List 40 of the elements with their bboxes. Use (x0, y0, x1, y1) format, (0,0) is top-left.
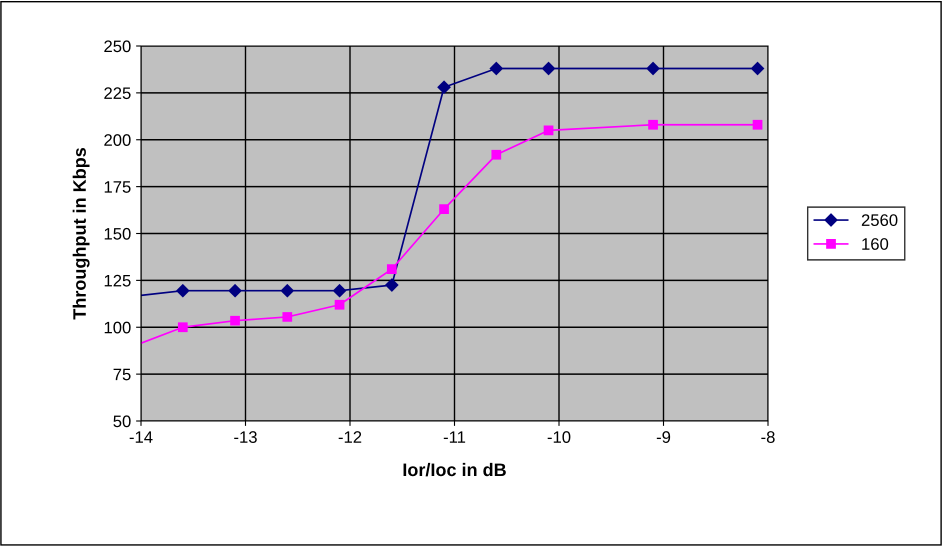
y-tick-label: 225 (104, 87, 131, 100)
point (386, 264, 397, 274)
point (750, 62, 764, 76)
y-tick-label: 250 (104, 40, 131, 52)
point (491, 150, 502, 160)
point (544, 126, 554, 136)
point (439, 204, 449, 214)
x-tick-label: -8 (761, 431, 775, 443)
point (230, 316, 240, 326)
x-tick-label: -10 (548, 431, 570, 443)
y-tick-label: 125 (104, 274, 131, 287)
y-axis-title: Throughput in Kbps (72, 148, 90, 320)
point (437, 80, 451, 94)
point (752, 120, 762, 130)
y-tick-label: 75 (114, 368, 131, 380)
x-tick-label: -13 (234, 431, 257, 443)
point (334, 300, 344, 310)
legend-label: 2560 (862, 214, 898, 226)
point (542, 62, 556, 76)
point (176, 284, 190, 298)
x-tick-label: -14 (130, 431, 153, 443)
point (490, 62, 503, 76)
point (385, 278, 398, 292)
point (332, 284, 346, 298)
y-tick-label: 150 (104, 228, 131, 240)
point (280, 284, 294, 298)
point (648, 120, 658, 130)
legend-label: 160 (862, 238, 888, 250)
y-tick-label: 175 (104, 181, 131, 193)
point (646, 62, 660, 76)
y-tick-label: 50 (113, 415, 131, 428)
y-tick-label: 100 (104, 322, 131, 334)
x-tick-label: -12 (338, 431, 362, 443)
x-axis-title: Ior/Ioc in dB (404, 462, 506, 476)
y-tick-label: 200 (104, 134, 131, 146)
point (228, 284, 242, 298)
point (178, 322, 188, 332)
x-tick-label: -9 (656, 431, 670, 443)
x-tick-label: -11 (444, 431, 466, 443)
point (282, 312, 292, 322)
